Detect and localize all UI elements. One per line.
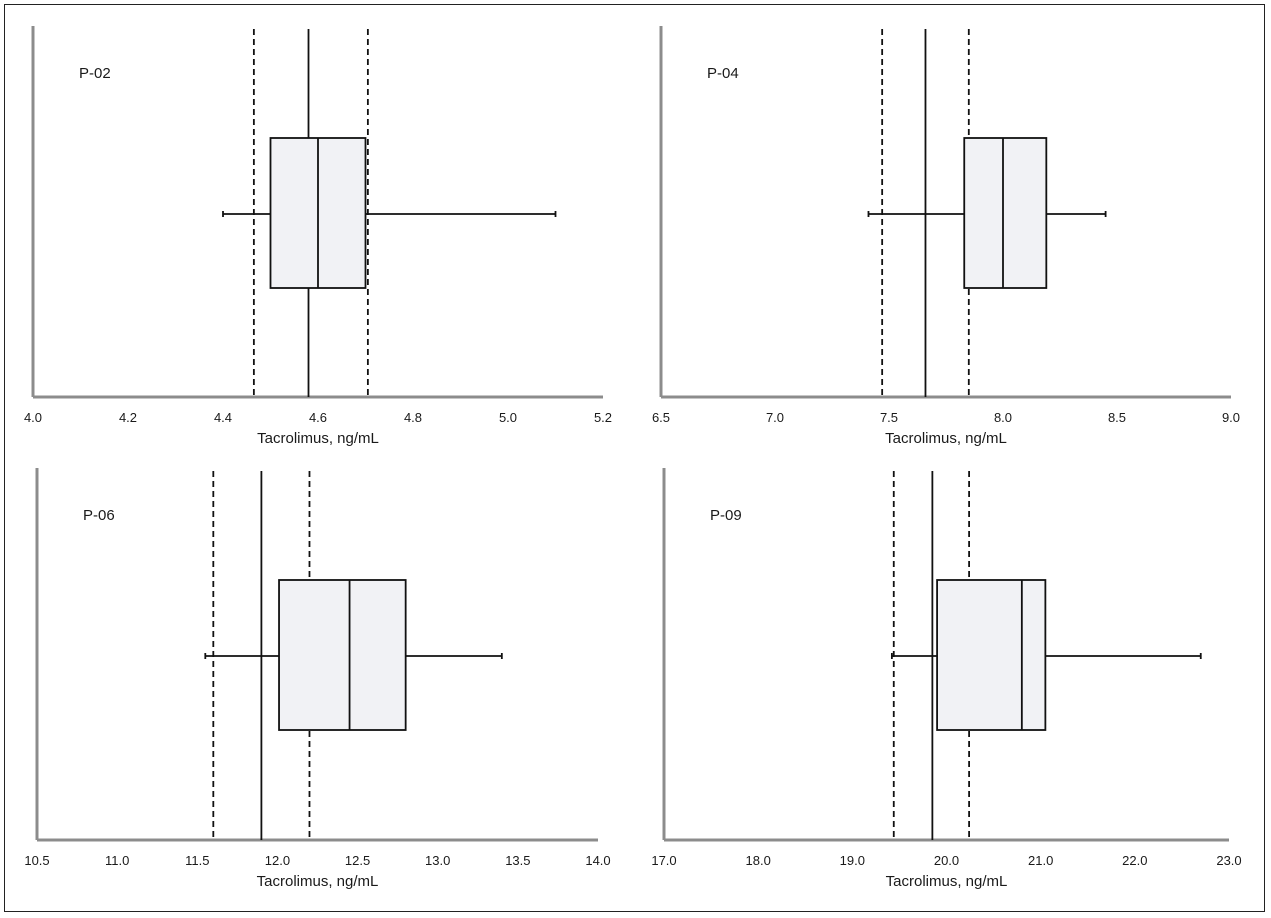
x-tick-label: 12.5 [345, 853, 370, 868]
x-tick-label: 14.0 [585, 853, 610, 868]
x-axis-title: Tacrolimus, ng/mL [885, 430, 1007, 447]
x-tick-label: 7.5 [880, 410, 898, 425]
x-tick-label: 17.0 [651, 853, 676, 868]
x-tick-label: 20.0 [934, 853, 959, 868]
x-tick-label: 4.2 [119, 410, 137, 425]
panel-label: P-02 [79, 65, 111, 82]
x-tick-label: 4.6 [309, 410, 327, 425]
x-tick-label: 21.0 [1028, 853, 1053, 868]
x-axis-title: Tacrolimus, ng/mL [257, 873, 379, 890]
x-tick-label: 8.0 [994, 410, 1012, 425]
x-tick-label: 11.5 [185, 853, 209, 868]
x-tick-label: 5.2 [594, 410, 612, 425]
x-tick-label: 13.0 [425, 853, 450, 868]
panel-label: P-04 [707, 65, 739, 82]
chart-panel-p-09: 17.0 18.0 19.0 20.0 21.0 22.0 23.0 Tacrolimus, … [651, 468, 1242, 890]
chart-panel-p-06: 10.5 11.0 11.5 12.0 12.5 13.0 13.5 14.0 Tacrolim… [24, 468, 611, 890]
x-tick-label: 6.5 [652, 410, 670, 425]
x-tick-label: 9.0 [1222, 410, 1240, 425]
panel-label: P-09 [710, 507, 742, 524]
x-tick-label: 4.4 [214, 410, 232, 425]
x-tick-label: 23.0 [1216, 853, 1241, 868]
x-tick-label: 4.0 [24, 410, 42, 425]
box-iqr [278, 579, 407, 731]
box-iqr [963, 137, 1048, 289]
x-axis-title: Tacrolimus, ng/mL [886, 873, 1008, 890]
x-tick-label: 12.0 [265, 853, 290, 868]
x-tick-label: 18.0 [746, 853, 771, 868]
x-tick-label: 8.5 [1108, 410, 1126, 425]
x-tick-label: 4.8 [404, 410, 422, 425]
x-tick-label: 5.0 [499, 410, 517, 425]
x-tick-label: 22.0 [1122, 853, 1147, 868]
x-tick-label: 13.5 [505, 853, 530, 868]
panel-label: P-06 [83, 507, 115, 524]
x-axis-title: Tacrolimus, ng/mL [257, 430, 379, 447]
chart-panel-p-02: 4.0 4.2 4.4 4.6 4.8 5.0 5.2 Tacrolimus, ng/mL P-… [24, 26, 612, 447]
x-tick-label: 7.0 [766, 410, 784, 425]
x-tick-label: 10.5 [24, 853, 49, 868]
x-tick-label: 19.0 [840, 853, 865, 868]
figure-frame [4, 4, 1265, 912]
box-iqr [936, 579, 1047, 731]
chart-panel-p-04: 6.5 7.0 7.5 8.0 8.5 9.0 Tacrolimus, ng/mL P-04 [652, 26, 1240, 447]
x-tick-label: 11.0 [105, 853, 129, 868]
